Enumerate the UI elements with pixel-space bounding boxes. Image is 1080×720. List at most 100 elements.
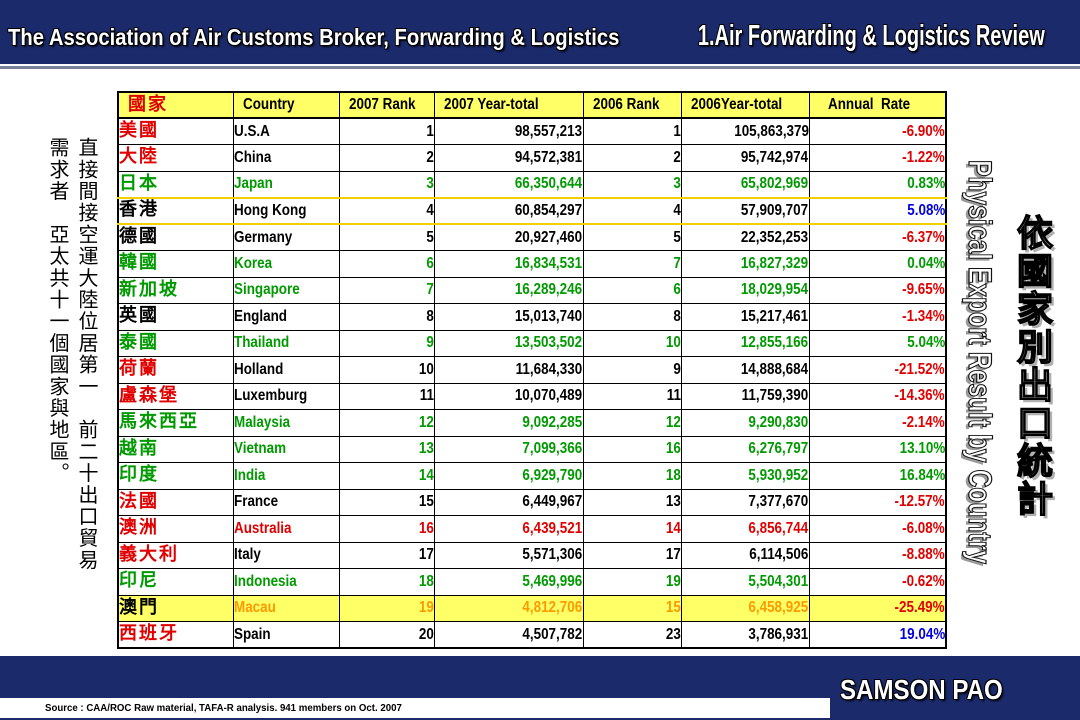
rank-2006-text: 10: [665, 334, 681, 352]
cell-country: Indonesia: [232, 568, 340, 596]
cell-rank-2006: 17: [582, 541, 682, 569]
country-text: France: [233, 493, 278, 511]
table-header-row: 國家 Country 2007 Rank 2007 Year-total 200…: [117, 91, 947, 119]
rank-2007-text: 17: [418, 546, 434, 564]
country-text: Hong Kong: [233, 201, 306, 219]
cell-country-zh: 盧森堡: [117, 382, 234, 410]
cell-rank-2007: 10: [338, 356, 435, 384]
cell-country-zh: 泰國: [117, 329, 234, 357]
side-note-line-2: 需求者 亞太共十一個國家與地區。: [46, 137, 70, 485]
total-2007-text: 60,854,297: [515, 201, 583, 219]
cell-rank-2007: 7: [338, 276, 435, 304]
cell-rank-2007: 12: [338, 409, 435, 437]
total-2006-text: 57,909,707: [741, 201, 809, 219]
table-row: 美國 U.S.A 1 98,557,213 1 105,863,379 -6.90%: [117, 117, 947, 145]
table-row: 德國 Germany 5 20,927,460 5 22,352,253 -6.37%: [117, 223, 947, 251]
country-text: England: [233, 307, 287, 325]
cell-total-2007: 15,013,740: [433, 303, 584, 331]
cell-country: Germany: [232, 223, 340, 251]
cell-rank-2006: 23: [582, 621, 682, 649]
cell-annual-rate: -1.34%: [808, 303, 947, 331]
cell-total-2006: 18,029,954: [680, 276, 810, 304]
total-2006-text: 6,276,797: [748, 440, 809, 458]
total-2006-text: 7,377,670: [748, 493, 809, 511]
cell-annual-rate: -6.08%: [808, 515, 947, 543]
annual-rate-text: -25.49%: [894, 599, 945, 617]
table-row: 法國 France 15 6,449,967 13 7,377,670 -12.57%: [117, 488, 947, 516]
column-header-rank-2007: 2007 Rank: [338, 91, 435, 119]
table-row: 日本 Japan 3 66,350,644 3 65,802,969 0.83%: [117, 170, 947, 198]
total-2007-text: 98,557,213: [515, 122, 583, 140]
footer-bar: Source : CAA/ROC Raw material, TAFA-R an…: [0, 654, 1080, 720]
rank-2006-text: 19: [665, 572, 681, 590]
cell-rank-2006: 13: [582, 488, 682, 516]
cell-total-2007: 11,684,330: [433, 356, 584, 384]
rank-2006-text: 15: [665, 599, 681, 617]
source-note: Source : CAA/ROC Raw material, TAFA-R an…: [45, 702, 402, 714]
cell-total-2006: 6,856,744: [680, 515, 810, 543]
cell-annual-rate: 19.04%: [808, 621, 947, 649]
table-row: 荷蘭 Holland 10 11,684,330 9 14,888,684 -21.52%: [117, 356, 947, 384]
side-note-line-1: 直接間接空運大陸位居第一 前二十出口貿易: [75, 137, 99, 571]
rank-2007-text: 18: [418, 572, 434, 590]
column-header-rank-2006: 2006 Rank: [582, 91, 682, 119]
rank-2007-text: 12: [418, 413, 434, 431]
cell-total-2006: 6,114,506: [680, 541, 810, 569]
rank-2007-text: 19: [418, 599, 434, 617]
cell-country: Malaysia: [232, 409, 340, 437]
cell-total-2006: 65,802,969: [680, 170, 810, 198]
total-2006-text: 6,114,506: [749, 546, 809, 564]
annual-rate-text: -8.88%: [902, 546, 945, 564]
total-2007-text: 66,350,644: [515, 175, 583, 192]
cell-total-2006: 5,504,301: [680, 568, 810, 596]
table-row: 大陸 China 2 94,572,381 2 95,742,974 -1.22%: [117, 144, 947, 172]
total-2007-text: 4,507,782: [522, 625, 583, 643]
cell-country: Korea: [232, 250, 340, 278]
cell-rank-2006: 8: [582, 303, 682, 331]
cell-rank-2007: 15: [338, 488, 435, 516]
country-text: Japan: [233, 175, 273, 192]
country-text: Spain: [233, 625, 271, 643]
total-2007-text: 10,070,489: [515, 387, 583, 405]
cell-annual-rate: 5.04%: [808, 329, 947, 357]
cell-country: Japan: [232, 170, 340, 198]
column-header-label: Country: [242, 96, 295, 113]
cell-country: Macau: [232, 594, 340, 622]
cell-rank-2006: 1: [582, 117, 682, 145]
cell-rank-2006: 2: [582, 144, 682, 172]
total-2006-text: 11,759,390: [741, 387, 809, 405]
cell-country: Hong Kong: [232, 196, 340, 225]
cell-rank-2007: 8: [338, 303, 435, 331]
table-row: 印度 India 14 6,929,790 18 5,930,952 16.84%: [117, 462, 947, 490]
cell-total-2007: 6,449,967: [433, 488, 584, 516]
country-zh-text: 越南: [119, 437, 159, 459]
rank-2006-text: 7: [673, 254, 681, 272]
rank-2006-text: 1: [673, 122, 681, 140]
cell-total-2007: 9,092,285: [433, 409, 584, 437]
cell-country: Spain: [232, 621, 340, 649]
cell-country-zh: 韓國: [117, 250, 234, 278]
cell-country: U.S.A: [232, 117, 340, 145]
country-zh-text: 美國: [119, 120, 159, 141]
total-2006-text: 5,930,952: [748, 466, 809, 484]
rank-2007-text: 8: [426, 307, 434, 325]
table-row: 馬來西亞 Malaysia 12 9,092,285 12 9,290,830 -2.14%: [117, 409, 947, 437]
cell-country-zh: 印尼: [117, 568, 234, 596]
rank-2007-text: 15: [418, 493, 434, 511]
annual-rate-text: -21.52%: [894, 360, 945, 378]
country-text: Macau: [233, 599, 276, 617]
annual-rate-text: 16.84%: [899, 466, 945, 484]
cell-country-zh: 義大利: [117, 541, 234, 569]
cell-annual-rate: -21.52%: [808, 356, 947, 384]
country-zh-text: 韓國: [119, 252, 159, 274]
cell-country: India: [232, 462, 340, 490]
total-2007-text: 9,092,285: [522, 413, 583, 431]
cell-annual-rate: 5.08%: [808, 196, 947, 225]
cell-rank-2006: 19: [582, 568, 682, 596]
column-header-label: 2006 Rank: [592, 96, 660, 113]
country-zh-text: 澳門: [119, 596, 159, 618]
cell-rank-2007: 20: [338, 621, 435, 649]
column-header-label: 國家: [128, 93, 168, 115]
annual-rate-text: -9.65%: [902, 281, 945, 299]
annual-rate-text: 5.08%: [906, 201, 945, 219]
